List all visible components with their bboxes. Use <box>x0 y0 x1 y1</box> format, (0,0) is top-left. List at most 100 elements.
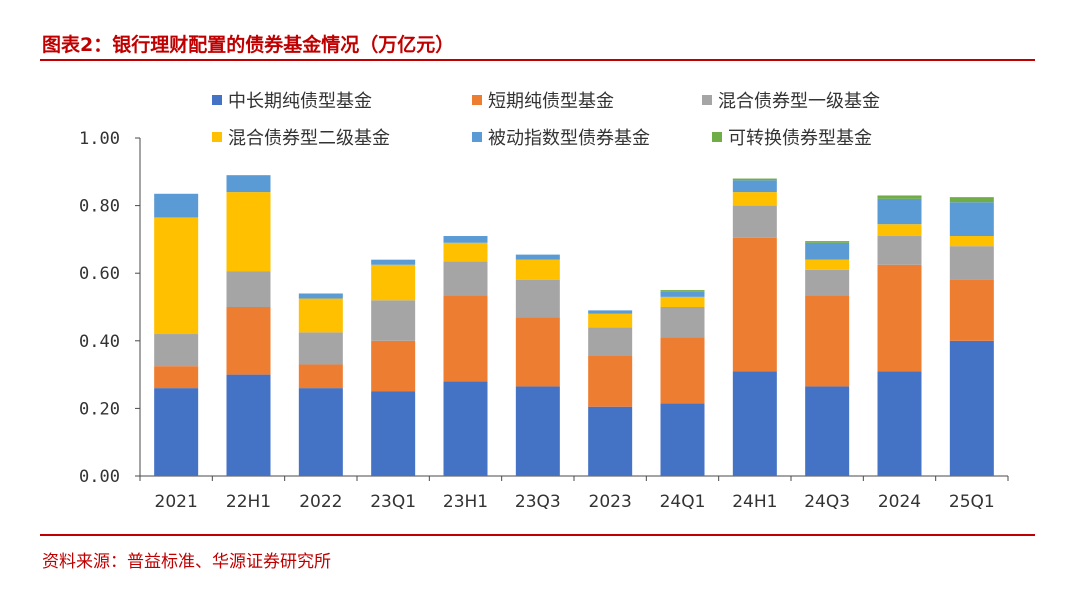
stacked-bar-chart: 0.00 0.20 0.40 0.60 0.80 1.00 2021 22H1 2022 23Q1… <box>79 91 1009 512</box>
y-tick-label: 0.40 <box>79 332 120 352</box>
bar-segment-23H1-s3 <box>443 242 488 262</box>
y-tick-label: 0.60 <box>79 264 120 284</box>
legend-label: 被动指数型债券基金 <box>488 128 650 149</box>
bar-segment-23H1-s0 <box>443 381 488 476</box>
legend-label: 中长期纯债型基金 <box>228 91 372 112</box>
bar-segment-23Q3-s0 <box>515 386 560 476</box>
bar-segment-2021-s3 <box>154 217 199 335</box>
bar-segment-24Q1-s4 <box>660 291 705 297</box>
bar-segment-2024-s0 <box>877 371 922 476</box>
bar-segment-25Q1-s4 <box>949 202 994 237</box>
legend-swatch <box>212 95 222 105</box>
bar-segment-24H1-s0 <box>732 371 777 476</box>
legend-label: 混合债券型一级基金 <box>718 91 880 112</box>
bar-segment-24Q1-s2 <box>660 307 705 338</box>
legend-label: 短期纯债型基金 <box>488 91 614 112</box>
bar-segment-2023-s3 <box>588 313 633 328</box>
bar-segment-24Q1-s5 <box>660 290 705 292</box>
x-tick-label: 22H1 <box>226 492 271 512</box>
bar-segment-22H1-s2 <box>226 271 271 307</box>
bar-segment-23Q3-s4 <box>515 254 560 260</box>
x-tick-label: 23Q3 <box>515 492 561 512</box>
bar-segment-2021-s4 <box>154 193 199 218</box>
bar-segment-23H1-s1 <box>443 295 488 382</box>
bar-segment-25Q1-s0 <box>949 340 994 476</box>
bar-segment-2022-s1 <box>298 364 343 389</box>
legend-swatch <box>212 132 222 142</box>
bar-segment-24Q3-s4 <box>805 242 850 260</box>
bar-segment-24Q1-s3 <box>660 296 705 307</box>
bar-segment-22H1-s0 <box>226 374 271 476</box>
legend-swatch <box>702 95 712 105</box>
bar-segment-2022-s2 <box>298 332 343 365</box>
bar-segment-2023-s2 <box>588 327 633 357</box>
y-tick-label: 1.00 <box>79 129 120 149</box>
bar-segment-2024-s1 <box>877 264 922 372</box>
x-tick-label: 2021 <box>155 492 198 512</box>
bar-segment-2024-s3 <box>877 224 922 237</box>
bar-segment-2021-s0 <box>154 388 199 476</box>
bar-segment-2023-s1 <box>588 356 633 407</box>
bar-segment-24H1-s3 <box>732 192 777 206</box>
bar-segment-2023-s0 <box>588 406 633 476</box>
bar-segment-25Q1-s1 <box>949 279 994 341</box>
legend-label: 可转换债券型基金 <box>728 128 872 149</box>
bar-segment-24Q3-s0 <box>805 386 850 476</box>
bar-segment-23Q3-s1 <box>515 317 560 387</box>
footer-divider <box>40 534 1035 536</box>
bar-segment-23Q3-s2 <box>515 279 560 318</box>
bar-segment-24H1-s5 <box>732 178 777 181</box>
x-tick-label: 25Q1 <box>949 492 995 512</box>
chart-title: 图表2：银行理财配置的债券基金情况（万亿元） <box>42 34 455 56</box>
bar-segment-24Q3-s2 <box>805 269 850 296</box>
x-tick-label: 23H1 <box>443 492 488 512</box>
bar-segment-24H1-s1 <box>732 237 777 372</box>
bar-segment-25Q1-s2 <box>949 246 994 280</box>
bar-segment-2024-s4 <box>877 198 922 225</box>
bar-segment-2021-s1 <box>154 366 199 389</box>
bar-segment-2022-s0 <box>298 388 343 476</box>
bar-segment-24Q3-s5 <box>805 241 850 243</box>
bar-segment-23Q1-s1 <box>371 340 416 392</box>
bar-segment-2023-s4 <box>588 310 633 314</box>
bar-segment-25Q1-s3 <box>949 236 994 247</box>
bar-segment-22H1-s1 <box>226 307 271 375</box>
y-tick-label: 0.20 <box>79 399 120 419</box>
x-tick-label: 23Q1 <box>370 492 416 512</box>
bar-segment-24H1-s4 <box>732 180 777 193</box>
bar-segment-23H1-s4 <box>443 236 488 243</box>
bar-segment-2021-s2 <box>154 334 199 367</box>
x-tick-label: 2023 <box>589 492 632 512</box>
bar-segment-2024-s5 <box>877 195 922 199</box>
title-divider <box>40 59 1035 61</box>
bar-segment-23Q1-s4 <box>371 259 416 265</box>
y-tick-label: 0.80 <box>79 197 120 217</box>
bar-segment-24Q3-s3 <box>805 259 850 270</box>
legend-label: 混合债券型二级基金 <box>228 128 390 149</box>
bar-segment-24H1-s2 <box>732 205 777 238</box>
bar-segment-23H1-s2 <box>443 261 488 296</box>
bar-segment-23Q1-s3 <box>371 264 416 301</box>
bar-segment-24Q1-s1 <box>660 337 705 404</box>
bar-segment-22H1-s4 <box>226 175 271 193</box>
bar-segment-24Q3-s1 <box>805 295 850 387</box>
bar-segment-24Q1-s0 <box>660 403 705 476</box>
legend-swatch <box>472 95 482 105</box>
bar-segment-23Q1-s0 <box>371 391 416 476</box>
bar-segment-23Q1-s2 <box>371 300 416 341</box>
source-note: 资料来源：普益标准、华源证券研究所 <box>42 552 331 572</box>
bar-segment-2022-s3 <box>298 298 343 333</box>
x-tick-label: 24Q1 <box>660 492 706 512</box>
x-tick-label: 24Q3 <box>804 492 850 512</box>
bar-segment-2024-s2 <box>877 236 922 265</box>
x-tick-label: 24H1 <box>732 492 777 512</box>
x-tick-label: 2024 <box>878 492 921 512</box>
legend-swatch <box>712 132 722 142</box>
x-tick-label: 2022 <box>299 492 342 512</box>
legend-swatch <box>472 132 482 142</box>
bar-segment-23Q3-s3 <box>515 259 560 280</box>
bar-segment-2022-s4 <box>298 293 343 299</box>
bar-segment-22H1-s3 <box>226 192 271 272</box>
bar-segment-25Q1-s5 <box>949 197 994 203</box>
y-tick-label: 0.00 <box>79 467 120 487</box>
